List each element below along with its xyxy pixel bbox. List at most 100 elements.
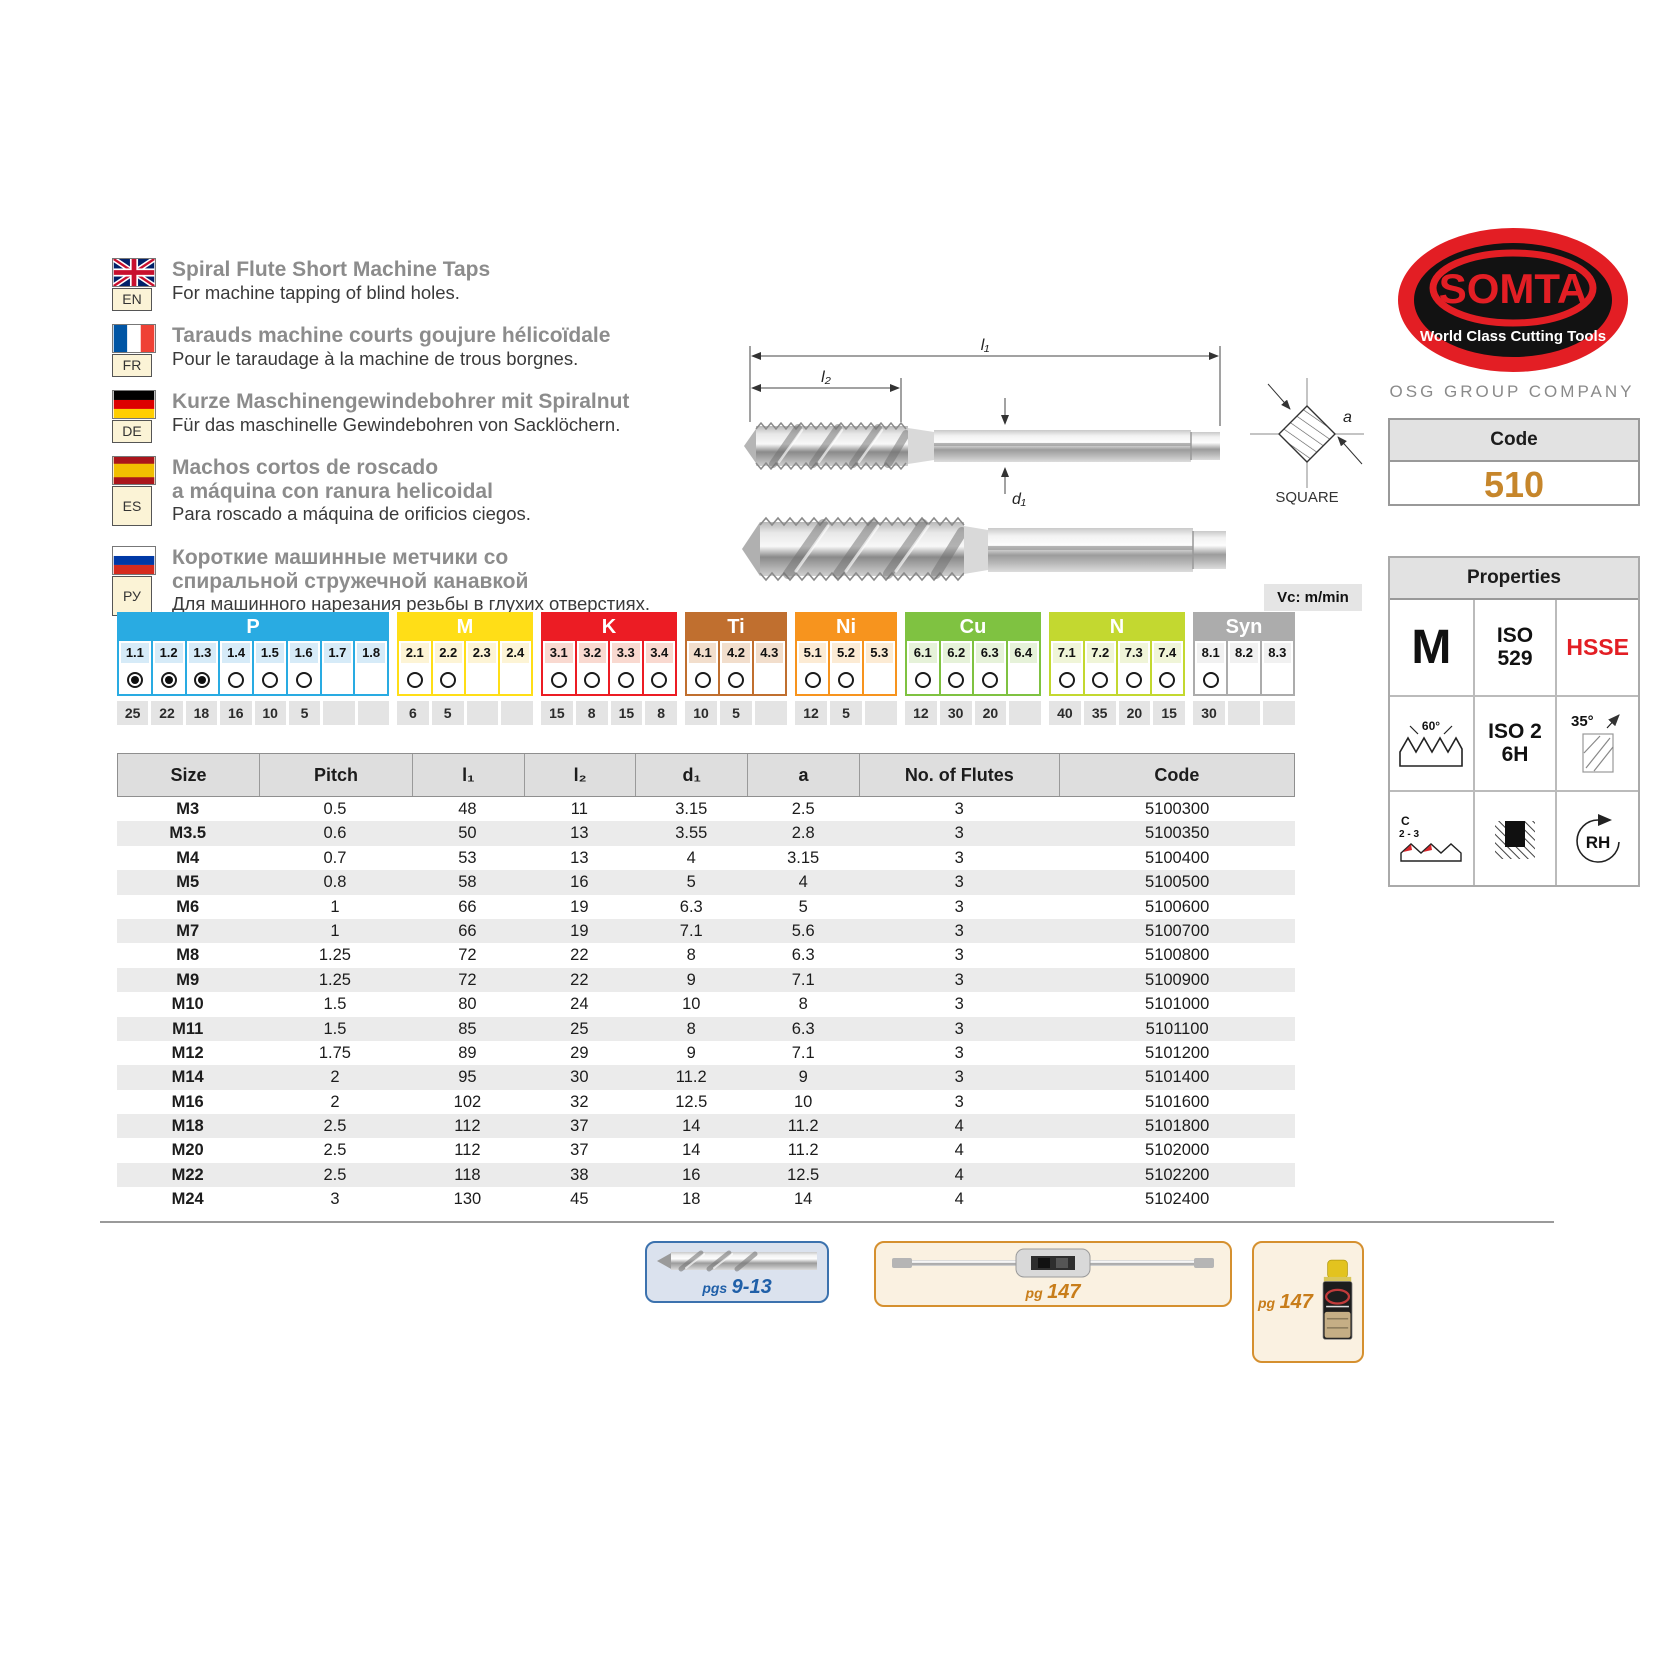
material-cell: 5.1 (797, 641, 828, 694)
table-cell: M16 (171, 1092, 204, 1111)
ref-link-drills[interactable]: pgs 9-13 (645, 1241, 829, 1303)
material-cell-radio (500, 665, 532, 694)
table-cell: M22 (171, 1165, 204, 1184)
table-cell: 1.5 (323, 995, 347, 1014)
table-cell: M18 (171, 1117, 204, 1136)
logo-wordmark: SOMTA (1439, 265, 1588, 312)
table-cell: 1 (330, 897, 340, 916)
table-cell: 4 (954, 1165, 964, 1184)
material-group: Ti 4.1 4.2 4.3 10 5 (685, 612, 787, 725)
ref-label-drills: pgs 9-13 (702, 1275, 772, 1298)
material-cell-id: 2.3 (468, 643, 496, 663)
table-cell: 4 (954, 1117, 964, 1136)
table-cell: 1.75 (318, 1043, 351, 1062)
material-cell: 8.1 (1195, 641, 1226, 694)
logo-tagline: World Class Cutting Tools (1420, 328, 1606, 345)
table-cell: 5100400 (1145, 848, 1210, 867)
ref-link-cutting-fluid[interactable]: pg 147 (1252, 1241, 1364, 1363)
material-cell-id: 6.4 (1009, 643, 1037, 663)
table-cell: 50 (458, 824, 477, 843)
table-cell: 53 (458, 848, 477, 867)
table-row: M8 1.25 72 22 8 6.3 3 5100800 (117, 943, 1295, 967)
table-cell: 72 (458, 946, 477, 965)
table-row: M18 2.5 112 37 14 11.2 4 5101800 (117, 1114, 1295, 1139)
table-cell: M3 (176, 800, 200, 818)
material-group-header: K (543, 614, 675, 641)
table-cell: 0.5 (323, 800, 347, 818)
material-cell-radio (941, 665, 973, 694)
dim-l1-label: l₁ (981, 337, 990, 354)
table-cell: 45 (570, 1190, 589, 1209)
suitability-radio-icon (160, 671, 177, 688)
vc-value: 8 (645, 701, 677, 725)
lang-row-es: ES Machos cortos de roscado a máquina co… (112, 456, 752, 526)
ref-label-tap-wrench: pg 147 (1025, 1280, 1081, 1303)
flag-france-icon (112, 324, 156, 353)
table-row: M10 1.5 80 24 10 8 3 5101000 (117, 992, 1295, 1016)
material-cell-id: 1.6 (289, 643, 318, 663)
material-cell: 3.1 (543, 641, 575, 694)
table-cell: 11 (570, 800, 588, 818)
material-cell-radio (1262, 665, 1293, 694)
vc-value: 15 (1153, 701, 1185, 725)
material-cell-id: 3.4 (645, 643, 673, 663)
col-flutes: No. of Flutes (858, 754, 1059, 796)
table-cell: 7.1 (791, 1043, 815, 1062)
material-cell: 5.3 (861, 641, 895, 694)
table-cell: 3 (954, 970, 964, 989)
material-cell-radio (466, 665, 498, 694)
table-cell: 5.6 (791, 921, 815, 940)
tap-technical-drawing: l₁ l₂ d₁ (742, 337, 1226, 582)
table-cell: 2 (330, 1068, 340, 1087)
material-cell: 1.7 (319, 641, 354, 694)
suitability-radio-icon (1159, 671, 1176, 688)
table-cell: 5101400 (1145, 1068, 1210, 1087)
ref-link-tap-wrench[interactable]: pg 147 (874, 1241, 1232, 1307)
material-cell-radio (577, 665, 609, 694)
vc-value: 5 (720, 701, 752, 725)
table-cell: 5101200 (1145, 1043, 1210, 1062)
subtitle-fr: Pour le taraudage à la machine de trous … (172, 347, 579, 369)
page-subtitle: For machine tapping of blind holes. (172, 281, 460, 303)
svg-text:2 - 3: 2 - 3 (1399, 829, 1419, 840)
material-cell-radio (153, 665, 185, 694)
svg-text:60°: 60° (1422, 719, 1440, 733)
material-cell: 4.3 (751, 641, 785, 694)
table-cell: 3 (954, 1043, 964, 1062)
material-group-header: Syn (1195, 614, 1293, 641)
vc-value: 10 (254, 701, 286, 725)
table-cell: 48 (458, 800, 477, 818)
title-ru-line2: спиральной стружечной канавкой (172, 569, 529, 593)
square-label: SQUARE (1275, 489, 1338, 506)
suitability-radio-icon (1125, 671, 1142, 688)
prop-chamfer: C 2 - 3 (1390, 790, 1473, 885)
table-cell: 14 (682, 1141, 701, 1160)
col-d1: d₁ (635, 754, 747, 796)
material-group-header: M (399, 614, 531, 641)
table-cell: 2.5 (791, 800, 815, 818)
col-pitch: Pitch (259, 754, 412, 796)
material-group: N 7.1 7.2 7.3 7.4 40 35 20 15 (1049, 612, 1185, 725)
prop-helix-angle: 35° (1555, 695, 1638, 790)
suitability-radio-icon (584, 671, 601, 688)
material-cell-id: 8.2 (1230, 643, 1258, 663)
table-cell: 19 (570, 921, 589, 940)
vc-value (865, 701, 897, 725)
table-row: M16 2 102 32 12.5 10 3 5101600 (117, 1090, 1295, 1114)
material-cell: 1.1 (119, 641, 151, 694)
material-cell-id: 4.1 (689, 643, 717, 663)
spray-can-image (1322, 1259, 1353, 1340)
spec-table-body: M3 0.5 48 11 3.15 2.5 3 5100300 M3.5 0.6 50 13 3.55 2… (117, 797, 1295, 1212)
table-cell: 3.55 (675, 824, 708, 843)
material-cell: 7.4 (1149, 641, 1184, 694)
table-cell: 3 (954, 995, 964, 1014)
material-cell: 1.6 (285, 641, 320, 694)
material-cell: 4.2 (718, 641, 751, 694)
subtitle-es: Para roscado a máquina de orificios cieg… (172, 503, 531, 525)
code-panel: Code 510 (1388, 418, 1640, 506)
material-cell: 4.1 (687, 641, 718, 694)
title-ru: Короткие машинные метчики со (172, 546, 509, 569)
table-cell: 9 (798, 1068, 808, 1087)
table-cell: 5100900 (1145, 970, 1210, 989)
